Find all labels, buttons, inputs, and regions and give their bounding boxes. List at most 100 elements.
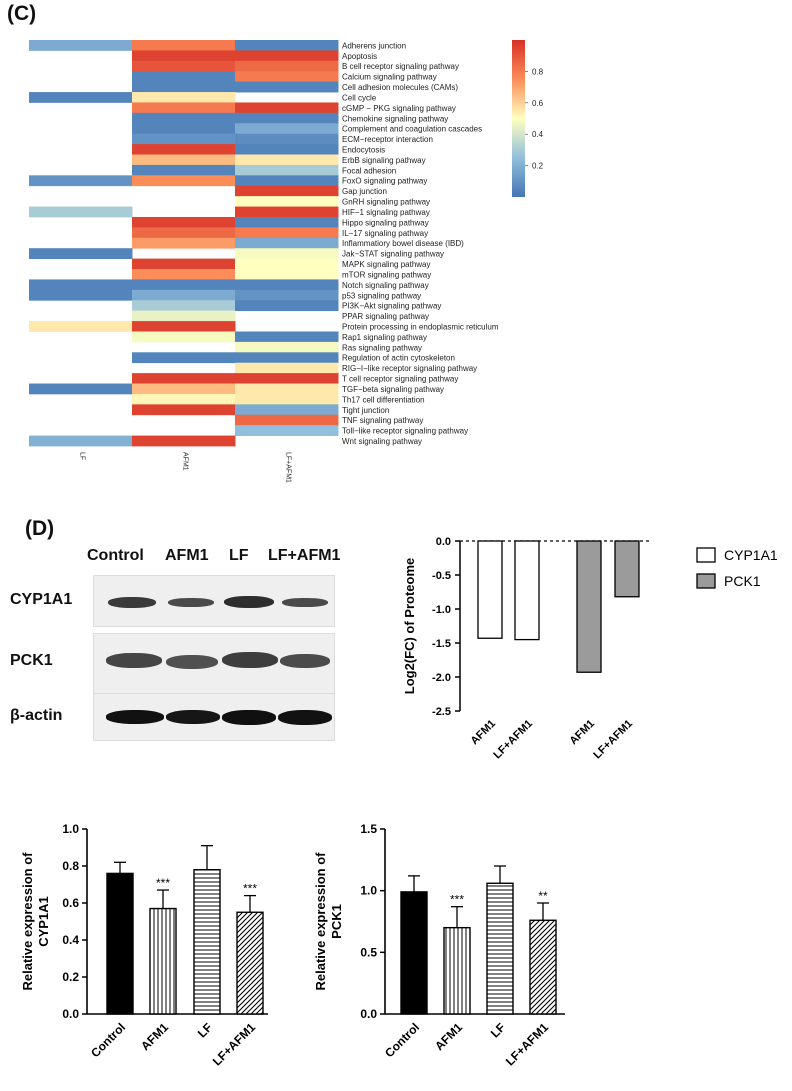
significance-marker: *** [243,882,257,896]
heatmap-row-label: Hippo signaling pathway [342,218,429,227]
heatmap-cell [132,310,236,322]
heatmap-cell [132,279,236,291]
heatmap-row-label: Rap1 signaling pathway [342,333,427,342]
heatmap-row-label: Ras signaling pathway [342,343,422,352]
bar [193,869,221,1015]
heatmap-cell [132,331,236,343]
heatmap-cell [235,185,339,197]
x-tick-label: AFM1 [468,718,498,748]
heatmap-cell [132,352,236,364]
heatmap-cell [29,383,133,395]
heatmap-cell [132,404,236,416]
heatmap-cell [29,435,133,447]
bar [106,872,134,1015]
heatmap-row-label: Wnt signaling pathway [342,437,422,446]
panel-c-label: (C) [7,2,37,25]
heatmap-cell [235,81,339,93]
blot-band [278,710,332,725]
heatmap-cell [235,279,339,291]
heatmap-cell [132,60,236,72]
x-tick-label: LF [488,1020,508,1040]
heatmap-cell [235,269,339,280]
heatmap-row-label: ErbB signaling pathway [342,156,426,165]
heatmap-row-label: RIG−I−like receptor signaling pathway [342,364,477,373]
x-tick-label: Control [382,1020,422,1060]
y-tick-label: 0.0 [360,1007,377,1021]
y-axis-label: PCK1 [329,904,344,939]
heatmap-cell [132,144,236,155]
heatmap-cell [235,300,339,312]
heatmap-cell [132,373,236,384]
bar [477,540,503,639]
significance-marker: *** [156,876,170,890]
x-tick-label: AFM1 [567,718,597,748]
heatmap-row-label: Cell adhesion molecules (CAMs) [342,83,458,92]
heatmap-row-label: GnRH signaling pathway [342,198,430,207]
heatmap-cell [132,40,236,51]
y-tick-label: 1.0 [62,822,79,836]
y-tick-label: -0.5 [432,570,451,582]
blot-band [168,598,214,607]
heatmap-cell [132,269,236,280]
heatmap-cell [29,248,133,260]
blot-strip-pck1 [93,633,335,695]
bar [149,907,177,1015]
heatmap-cell [29,321,133,332]
heatmap-cell [235,50,339,62]
heatmap-cell [235,154,339,166]
heatmap-colorbar [512,40,525,197]
heatmap-cell [235,383,339,395]
panel-d-label: (D) [25,517,55,540]
blot-row-label: β-actin [10,707,63,724]
heatmap-cell [132,237,236,249]
heatmap-cell [235,331,339,343]
heatmap-cell [235,341,339,353]
heatmap-cell [132,92,236,103]
heatmap-cell [132,383,236,395]
heatmap-cell [132,227,236,239]
heatmap-cell [235,352,339,364]
heatmap-row-label: PI3K−Akt signaling pathway [342,302,441,311]
y-tick-label: 1.5 [360,822,377,836]
heatmap-row-label: Toll−like receptor signaling pathway [342,427,468,436]
heatmap-cell [132,289,236,301]
y-tick-label: -1.5 [432,638,451,650]
heatmap-row-label: IL−17 signaling pathway [342,229,428,238]
colorbar-tick-label: 0.6 [532,99,544,108]
heatmap-column-label: LF+AFM1 [285,452,292,483]
bar [486,882,514,1015]
x-tick-label: AFM1 [432,1020,465,1053]
heatmap-cell [132,123,236,135]
x-tick-label: LF+AFM1 [491,718,535,762]
y-tick-label: 0.8 [62,859,79,873]
bar [400,891,428,1015]
heatmap-cell [132,321,236,332]
heatmap-row-label: B cell receptor signaling pathway [342,62,459,71]
heatmap-cell [235,289,339,301]
bar [443,926,471,1015]
legend-label: PCK1 [724,573,761,589]
heatmap-row-label: Tight junction [342,406,389,415]
colorbar-tick-label: 0.8 [532,67,544,76]
y-axis-label: CYP1A1 [36,896,51,947]
y-tick-label: -2.0 [432,672,451,684]
heatmap-cell [29,175,133,187]
bar [236,911,264,1015]
heatmap-row-label: cGMP − PKG signaling pathway [342,104,456,113]
heatmap-row-label: Protein processing in endoplasmic reticu… [342,322,499,331]
heatmap-cell [235,425,339,436]
heatmap-row-label: Adherens junction [342,41,406,50]
heatmap-cell [235,373,339,384]
colorbar-tick-label: 0.4 [532,130,544,139]
heatmap-cell [235,40,339,51]
heatmap-cell [235,414,339,426]
heatmap-cell [132,112,236,124]
heatmap-cell [29,279,133,291]
heatmap-cell [132,164,236,176]
y-axis-label: Relative expression of [313,852,328,991]
heatmap-cell [235,227,339,239]
y-tick-label: 0.0 [62,1007,79,1021]
y-tick-label: 0.4 [62,933,79,947]
heatmap-cell [132,393,236,405]
